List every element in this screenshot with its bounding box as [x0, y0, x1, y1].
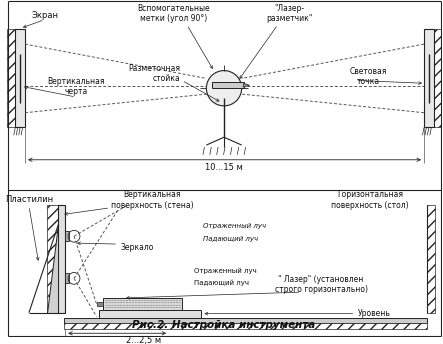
- Polygon shape: [212, 82, 244, 88]
- Polygon shape: [15, 29, 25, 127]
- Text: Пластилин: Пластилин: [5, 195, 53, 204]
- Polygon shape: [104, 298, 182, 310]
- Polygon shape: [64, 323, 427, 329]
- Text: Вертикальная
черта: Вертикальная черта: [47, 77, 105, 96]
- Text: Падающий луч: Падающий луч: [203, 236, 259, 242]
- Text: Рис.2. Настройка инструмента: Рис.2. Настройка инструмента: [132, 320, 316, 331]
- Polygon shape: [427, 205, 435, 313]
- Text: Отраженный луч: Отраженный луч: [194, 267, 256, 274]
- Text: Разметочная
стойка: Разметочная стойка: [128, 64, 180, 83]
- Text: Падающий луч: Падающий луч: [194, 279, 249, 286]
- Polygon shape: [65, 273, 69, 283]
- Text: Горизонтальная
поверхность (стол): Горизонтальная поверхность (стол): [331, 190, 409, 209]
- Text: Отраженный луч: Отраженный луч: [203, 223, 267, 229]
- Text: 10...15 м: 10...15 м: [205, 163, 243, 172]
- Polygon shape: [424, 29, 434, 127]
- Polygon shape: [58, 205, 65, 313]
- Text: " Лазер" (установлен
строго горизонтально): " Лазер" (установлен строго горизонтальн…: [275, 275, 368, 294]
- Text: Вспомогательные
метки (угол 90°): Вспомогательные метки (угол 90°): [138, 4, 210, 23]
- Polygon shape: [98, 310, 202, 318]
- Text: Световая
точка: Световая точка: [350, 67, 387, 86]
- Polygon shape: [244, 83, 249, 87]
- Polygon shape: [47, 225, 58, 313]
- Text: "Лазер-
разметчик": "Лазер- разметчик": [267, 4, 313, 23]
- Polygon shape: [64, 318, 427, 323]
- Text: Уровень: Уровень: [358, 309, 391, 318]
- Polygon shape: [8, 29, 15, 127]
- Text: 2...2,5 м: 2...2,5 м: [126, 336, 161, 344]
- Polygon shape: [434, 29, 442, 127]
- Circle shape: [206, 71, 242, 106]
- Polygon shape: [97, 302, 104, 306]
- Polygon shape: [47, 205, 58, 313]
- Text: Экран: Экран: [31, 11, 58, 20]
- Text: Вертикальная
поверхность (стена): Вертикальная поверхность (стена): [111, 190, 194, 209]
- Text: Зеркало: Зеркало: [120, 244, 153, 252]
- Polygon shape: [65, 231, 69, 241]
